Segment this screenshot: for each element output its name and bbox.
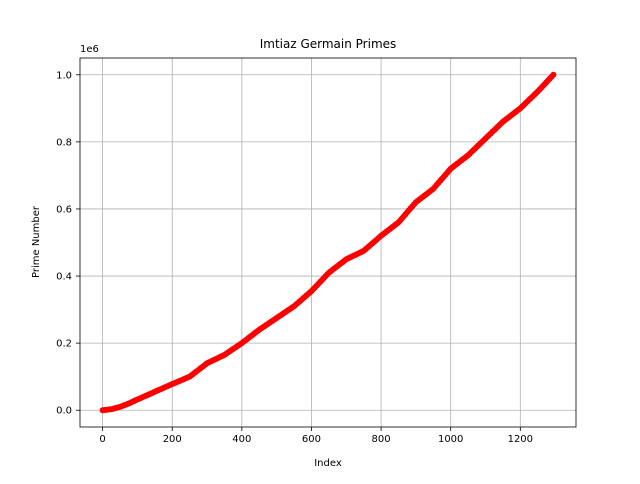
y-tick-label: 0.8 <box>56 137 72 148</box>
tick-layer: 0 200 400 600 800 1000 1200 0.0 0.2 0.4 0.6 0.8 1.0 <box>56 70 533 445</box>
y-tick-label: 0.4 <box>56 272 72 283</box>
chart-title: Imtiaz Germain Primes <box>260 37 397 51</box>
data-layer <box>99 71 557 414</box>
data-point <box>550 71 557 78</box>
x-tick-label: 200 <box>163 434 182 445</box>
y-tick-label: 0.0 <box>56 406 72 417</box>
y-tick-label: 0.2 <box>56 339 72 350</box>
plot-frame <box>79 57 577 428</box>
x-tick-label: 1000 <box>438 434 463 445</box>
x-tick-label: 800 <box>372 434 391 445</box>
x-tick-label: 0 <box>99 434 105 445</box>
y-axis-label: Prime Number <box>31 205 42 278</box>
x-axis-label: Index <box>314 458 342 469</box>
y-tick-label: 1.0 <box>56 70 72 81</box>
y-tick-label: 0.6 <box>56 204 72 215</box>
x-tick-label: 600 <box>302 434 321 445</box>
y-offset-text: 1e6 <box>80 44 99 55</box>
x-tick-label: 1200 <box>508 434 533 445</box>
grid-layer <box>80 58 576 427</box>
x-tick-label: 400 <box>232 434 251 445</box>
